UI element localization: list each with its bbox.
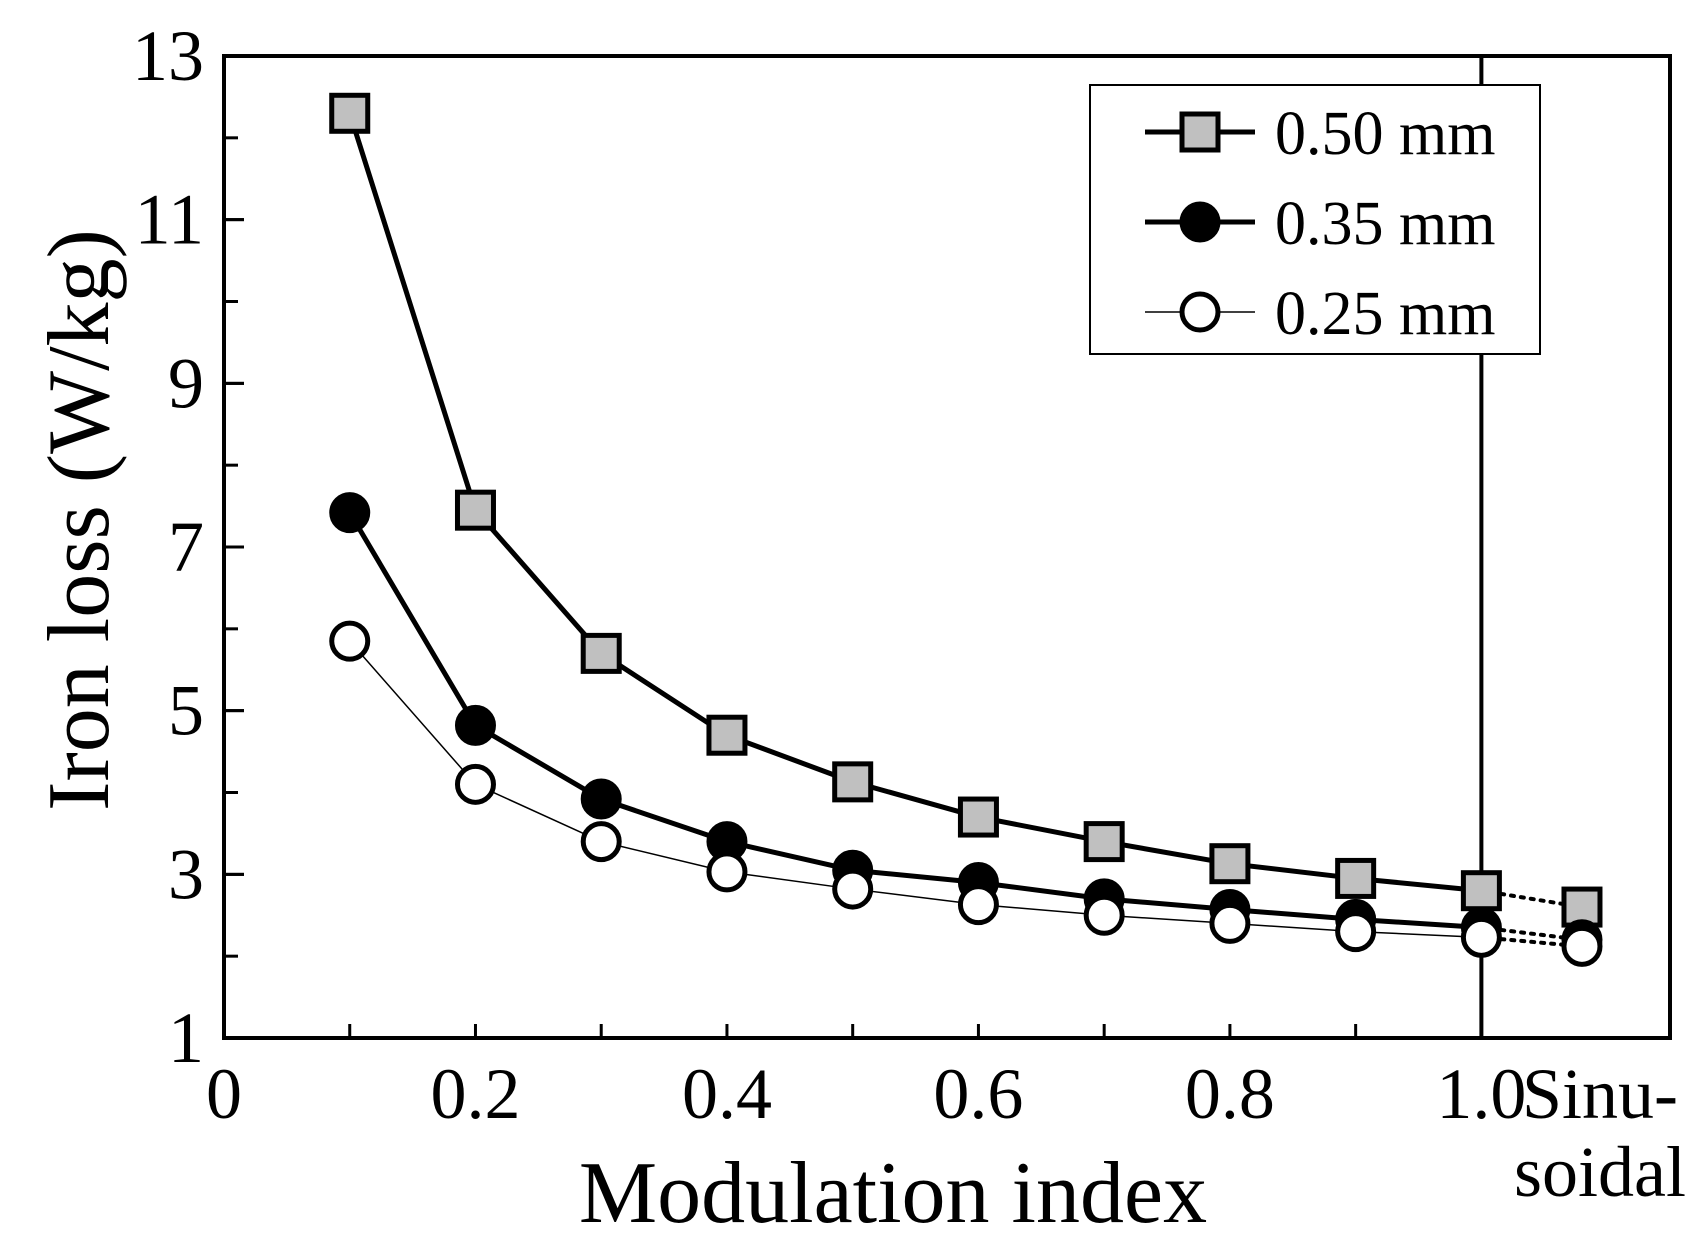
legend: 0.50 mm 0.35 mm 0.25 mm xyxy=(1089,84,1541,355)
legend-label: 0.50 mm xyxy=(1275,100,1495,168)
y-tick-label: 7 xyxy=(168,507,204,587)
legend-marker-circle xyxy=(1179,291,1221,333)
series-line-1 xyxy=(347,511,1482,931)
x-tick-label: 0.6 xyxy=(933,1054,1023,1134)
data-point-square xyxy=(1083,821,1125,863)
data-point-circle xyxy=(957,884,999,926)
x-tick-label: 1.0 xyxy=(1436,1054,1526,1134)
y-tick-label: 5 xyxy=(168,671,204,751)
series-lines xyxy=(347,112,1584,949)
plot-area xyxy=(222,54,1672,1040)
data-point-circle xyxy=(1561,925,1603,967)
x-tick-label: 0.2 xyxy=(430,1054,520,1134)
data-point-circle xyxy=(454,763,496,805)
y-tick-label: 9 xyxy=(168,343,204,423)
x-tick-label: 0.4 xyxy=(682,1054,772,1134)
data-point-square xyxy=(1460,870,1502,912)
series-line-0 xyxy=(347,112,1482,894)
y-tick-label: 11 xyxy=(135,180,204,260)
data-point-circle xyxy=(1460,916,1502,958)
y-tick-label: 1 xyxy=(168,998,204,1078)
data-point-square xyxy=(580,632,622,674)
data-point-circle xyxy=(1083,894,1125,936)
x-axis-title: Modulation index xyxy=(579,1145,1207,1242)
sinusoidal-label-line-2: soidal xyxy=(1514,1132,1686,1212)
data-point-circle xyxy=(1209,902,1251,944)
data-point-square xyxy=(454,489,496,531)
data-point-circle xyxy=(580,821,622,863)
data-point-square xyxy=(1335,857,1377,899)
data-point-square xyxy=(329,92,371,134)
data-point-square xyxy=(957,796,999,838)
data-point-circle xyxy=(454,704,496,746)
x-tick-label: 0.8 xyxy=(1185,1054,1275,1134)
data-point-square xyxy=(706,714,748,756)
axis-ticks xyxy=(224,136,1483,1038)
series-line-2 xyxy=(349,640,1482,939)
data-point-circle xyxy=(329,492,371,534)
legend-label: 0.25 mm xyxy=(1275,280,1495,348)
data-point-square xyxy=(1209,843,1251,885)
y-tick-label: 3 xyxy=(168,834,204,914)
data-point-circle xyxy=(706,851,748,893)
y-axis-title: Iron loss (W/kg) xyxy=(31,229,128,811)
data-point-square xyxy=(832,761,874,803)
legend-label: 0.35 mm xyxy=(1275,190,1495,258)
legend-entries: 0.50 mm 0.35 mm 0.25 mm xyxy=(1145,100,1495,348)
data-point-circle xyxy=(1335,911,1377,953)
legend-marker-circle xyxy=(1179,201,1221,243)
series-markers xyxy=(329,92,1603,967)
data-point-circle xyxy=(329,620,371,662)
data-point-circle xyxy=(580,778,622,820)
y-tick-label: 13 xyxy=(132,16,204,96)
sinusoidal-label-line-1: Sinu- xyxy=(1522,1054,1678,1134)
data-point-circle xyxy=(832,868,874,910)
x-tick-label: 0 xyxy=(206,1054,242,1134)
legend-marker-square xyxy=(1179,111,1221,153)
